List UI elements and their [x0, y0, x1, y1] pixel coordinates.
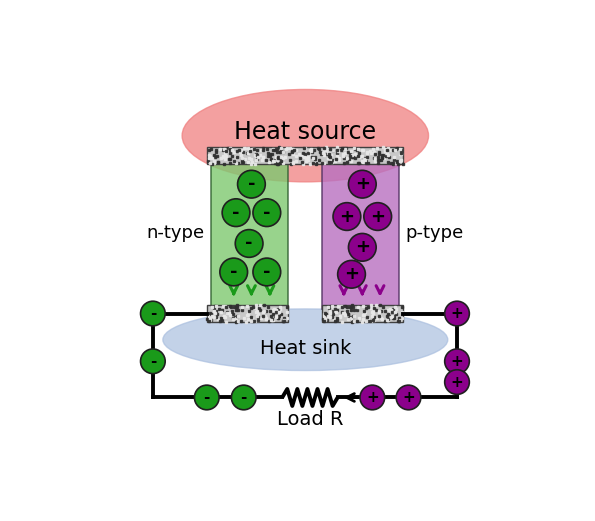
Text: +: +: [402, 390, 415, 405]
Circle shape: [220, 258, 248, 286]
Ellipse shape: [182, 90, 428, 182]
Circle shape: [364, 203, 392, 230]
Text: n-type: n-type: [146, 225, 205, 242]
Circle shape: [349, 233, 376, 261]
Bar: [322, 159, 399, 309]
Text: +: +: [339, 207, 355, 226]
Text: -: -: [240, 390, 247, 405]
Text: -: -: [263, 204, 271, 221]
Circle shape: [195, 385, 219, 410]
Circle shape: [349, 170, 376, 198]
Text: +: +: [370, 207, 385, 226]
Circle shape: [235, 230, 263, 257]
Circle shape: [222, 199, 250, 227]
Circle shape: [253, 258, 281, 286]
Circle shape: [444, 370, 469, 394]
Bar: [207, 147, 403, 164]
Circle shape: [444, 349, 469, 374]
Circle shape: [237, 170, 265, 198]
Circle shape: [140, 349, 165, 374]
Text: -: -: [245, 234, 253, 253]
Circle shape: [396, 385, 421, 410]
Circle shape: [333, 203, 361, 230]
Text: p-type: p-type: [405, 225, 464, 242]
Text: -: -: [263, 263, 271, 281]
Text: +: +: [355, 238, 370, 256]
Text: -: -: [150, 354, 156, 369]
Circle shape: [140, 301, 165, 326]
Text: J: J: [365, 388, 369, 406]
Text: -: -: [248, 175, 255, 193]
Text: +: +: [366, 390, 378, 405]
Text: Load R: Load R: [277, 410, 344, 429]
Text: +: +: [355, 175, 370, 193]
Text: -: -: [232, 204, 240, 221]
Text: -: -: [203, 390, 210, 405]
Bar: [207, 305, 287, 322]
Text: +: +: [344, 265, 359, 283]
Bar: [211, 159, 287, 309]
Text: +: +: [450, 306, 464, 321]
Text: +: +: [450, 375, 464, 390]
Bar: [322, 305, 403, 322]
Text: Heat sink: Heat sink: [259, 340, 351, 358]
Circle shape: [253, 199, 281, 227]
Circle shape: [338, 260, 365, 288]
Ellipse shape: [163, 309, 448, 370]
Circle shape: [231, 385, 256, 410]
Text: Heat source: Heat source: [234, 120, 377, 144]
Circle shape: [360, 385, 384, 410]
Text: +: +: [450, 354, 464, 369]
Circle shape: [444, 301, 469, 326]
Text: -: -: [230, 263, 237, 281]
Text: -: -: [150, 306, 156, 321]
